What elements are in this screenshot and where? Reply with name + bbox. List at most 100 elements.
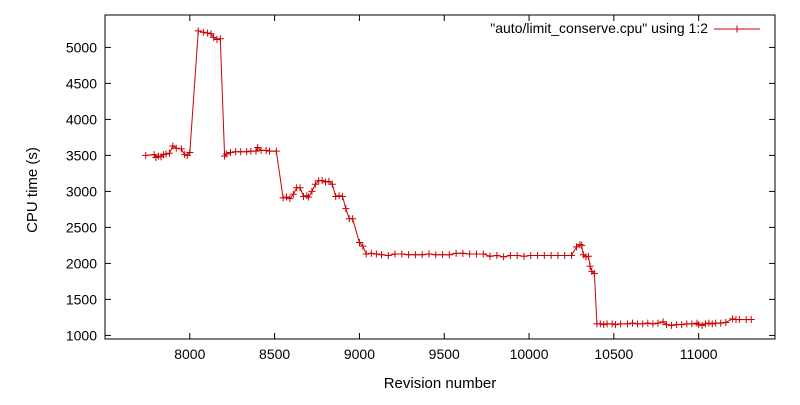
data-point <box>717 319 725 327</box>
data-point <box>355 239 363 247</box>
data-point <box>445 251 453 259</box>
x-tick-label: 9000 <box>344 346 375 362</box>
data-point <box>199 28 207 36</box>
data-point <box>425 250 433 258</box>
data-point <box>590 269 598 277</box>
data-point <box>493 251 501 259</box>
data-point <box>398 250 406 258</box>
data-point <box>142 151 150 159</box>
data-point <box>584 252 592 260</box>
data-point <box>367 249 375 257</box>
data-point <box>596 320 604 328</box>
data-point <box>391 250 399 258</box>
data-point <box>405 251 413 259</box>
data-point <box>332 192 340 200</box>
data-point <box>600 321 608 329</box>
data-point <box>608 320 616 328</box>
x-tick-label: 10500 <box>594 346 633 362</box>
data-point <box>705 319 713 327</box>
data-point <box>318 177 326 185</box>
data-point <box>207 30 215 38</box>
data-point <box>311 180 319 188</box>
data-point <box>586 262 594 270</box>
data-point <box>708 320 716 328</box>
data-point <box>349 215 357 223</box>
data-point <box>303 192 311 200</box>
data-point <box>150 151 158 159</box>
data-point <box>222 150 230 158</box>
y-tick-label: 4500 <box>66 75 97 91</box>
data-point <box>644 319 652 327</box>
data-point <box>547 251 555 259</box>
data-point <box>578 241 586 249</box>
data-point <box>617 320 625 328</box>
data-point <box>527 251 535 259</box>
data-point <box>338 192 346 200</box>
data-point <box>698 321 706 329</box>
data-point <box>459 249 467 257</box>
data-point <box>506 251 514 259</box>
data-point <box>576 241 584 249</box>
data-point <box>662 321 670 329</box>
series-line <box>145 30 752 326</box>
data-point <box>654 319 662 327</box>
data-point <box>567 251 575 259</box>
data-point <box>227 149 235 157</box>
data-point <box>668 321 676 329</box>
data-point <box>693 319 701 327</box>
data-point <box>722 318 730 326</box>
data-point <box>678 321 686 329</box>
plot-frame <box>104 14 776 340</box>
data-point <box>701 320 709 328</box>
data-point <box>688 320 696 328</box>
data-point <box>500 253 508 261</box>
data-point <box>384 251 392 259</box>
data-point <box>177 145 185 153</box>
data-point <box>452 249 460 257</box>
x-tick-label: 11000 <box>680 346 718 362</box>
legend: "auto/limit_conserve.cpu" using 1:2 <box>490 20 760 36</box>
data-point <box>377 251 385 259</box>
y-tick-label: 2000 <box>66 255 97 271</box>
legend-plus <box>733 25 741 33</box>
data-point <box>325 177 333 185</box>
data-point <box>729 315 737 323</box>
data-point <box>308 187 316 195</box>
legend-plus-marker <box>733 25 741 33</box>
data-point <box>623 320 631 328</box>
data-point <box>162 150 170 158</box>
x-tick-label: 9500 <box>429 346 460 362</box>
data-point <box>243 148 251 156</box>
data-point <box>286 195 294 203</box>
y-tick-label: 2500 <box>66 219 97 235</box>
data-point <box>272 147 280 155</box>
data-point <box>165 149 173 157</box>
data-point <box>659 318 667 326</box>
axes-layer: 8000 8500 9000 9500 10000 10500 11000 1000 1500 2… <box>66 14 776 362</box>
data-point <box>554 251 562 259</box>
data-point <box>194 27 202 35</box>
x-axis-label: Revision number <box>384 375 497 392</box>
data-point <box>486 252 494 260</box>
data-point <box>432 251 440 259</box>
data-point <box>172 144 180 152</box>
data-point <box>216 35 224 43</box>
legend-label: "auto/limit_conserve.cpu" using 1:2 <box>490 20 708 36</box>
data-point <box>479 250 487 258</box>
data-point <box>359 242 367 250</box>
data-point <box>289 190 297 198</box>
data-point <box>561 251 569 259</box>
data-point <box>328 180 336 188</box>
data-point <box>262 146 270 154</box>
data-point <box>305 193 313 201</box>
data-point <box>629 319 637 327</box>
y-tick-label: 4000 <box>66 111 97 127</box>
x-tick-label: 8500 <box>259 346 290 362</box>
data-point <box>186 149 194 157</box>
data-point <box>279 194 287 202</box>
data-point <box>439 251 447 259</box>
data-point <box>296 184 304 192</box>
data-point <box>213 35 221 43</box>
